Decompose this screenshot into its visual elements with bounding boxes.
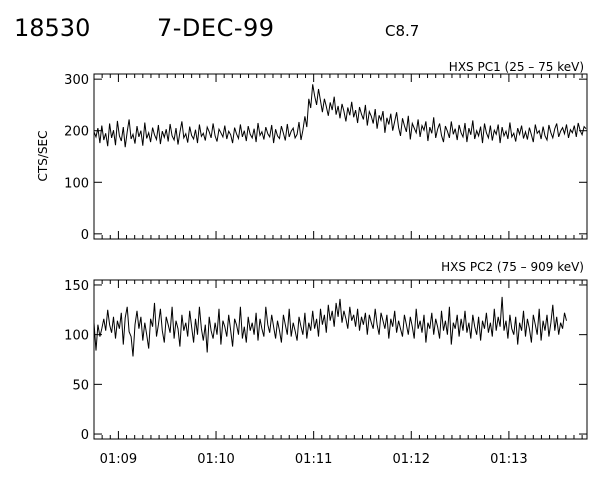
pc2-title: HXS PC2 (75 – 909 keV) [441,260,584,274]
pc1-panel: HXS PC1 (25 – 75 keV) CTS/SEC 0 100 200 300 [36,60,588,243]
pc2-ytick-label-2: 100 [64,329,89,344]
pc1-ytick-label-0: 0 [81,228,89,243]
event-id: 18530 [14,14,91,42]
pc1-plot-frame [93,73,588,240]
pc2-ytick-label-3: 150 [64,279,89,294]
pc2-plot-frame [93,279,588,440]
pc1-y-ticks: 0 100 200 300 [64,73,587,243]
event-date: 7-DEC-99 [157,14,275,42]
pc1-x-ticks [93,74,583,239]
goes-class-label: C8.7 [385,22,420,40]
pc2-ytick-label-1: 50 [72,378,89,393]
pc2-xtick-label-2: 01:11 [295,452,332,467]
pc2-xtick-label-0: 01:09 [100,452,137,467]
pc1-series-line [93,84,587,148]
pc2-x-ticks: 01:09 01:10 01:11 01:12 01:13 [93,280,583,467]
pc1-ytick-label-1: 100 [64,176,89,191]
pc1-ytick-label-3: 300 [64,73,89,88]
pc1-title: HXS PC1 (25 – 75 keV) [449,60,584,74]
pc1-ytick-label-2: 200 [64,125,89,140]
pc2-ytick-label-0: 0 [81,428,89,443]
pc1-ylabel: CTS/SEC [36,131,50,182]
pc2-series-line [93,296,567,357]
pc2-xtick-label-4: 01:13 [490,452,527,467]
pc2-xtick-label-1: 01:10 [197,452,234,467]
pc2-xtick-label-3: 01:12 [393,452,430,467]
pc2-y-ticks: 0 50 100 150 [64,279,587,443]
